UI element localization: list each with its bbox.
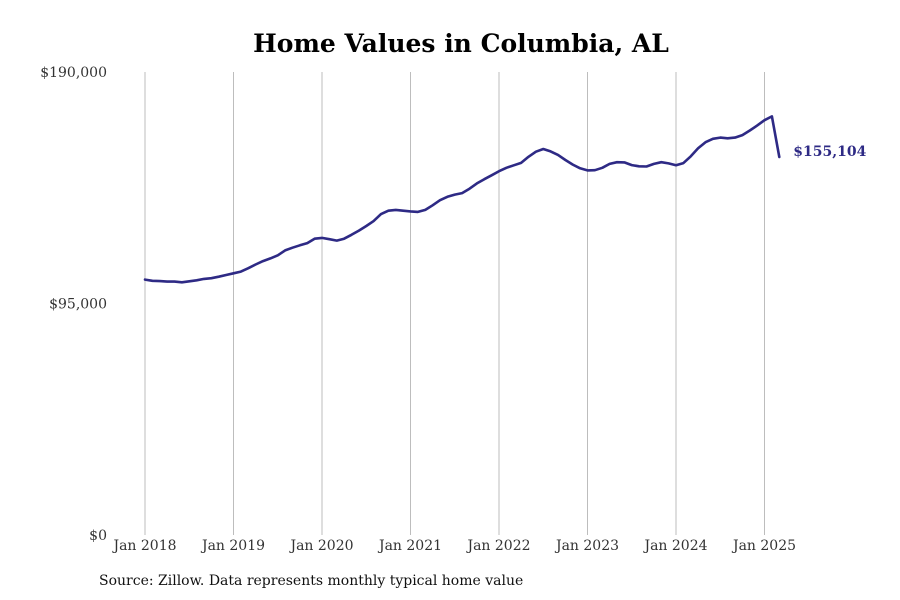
x-tick-label: Jan 2018 (111, 538, 176, 554)
x-tick-label: Jan 2021 (377, 538, 442, 554)
x-tick-label: Jan 2025 (731, 538, 796, 554)
y-tick-label: $190,000 (40, 65, 107, 81)
y-tick-label: $95,000 (49, 297, 107, 313)
x-tick-label: Jan 2019 (200, 538, 265, 554)
series-line (143, 115, 781, 284)
x-tick-label: Jan 2023 (554, 538, 619, 554)
x-tick-label: Jan 2020 (288, 538, 353, 554)
series-line-group (143, 115, 781, 284)
x-axis-ticks: Jan 2018 Jan 2019 Jan 2020 Jan 2021 Jan 2022… (111, 538, 796, 554)
y-tick-label: $0 (89, 528, 107, 544)
end-value-label: $155,104 (793, 144, 866, 160)
x-tick-label: Jan 2024 (642, 538, 707, 554)
chart-title: Home Values in Columbia, AL (253, 29, 669, 58)
x-gridlines (144, 72, 765, 535)
y-axis-ticks: $0 $95,000 $190,000 (40, 65, 107, 544)
x-tick-label: Jan 2022 (465, 538, 530, 554)
source-note: Source: Zillow. Data represents monthly … (99, 573, 524, 589)
